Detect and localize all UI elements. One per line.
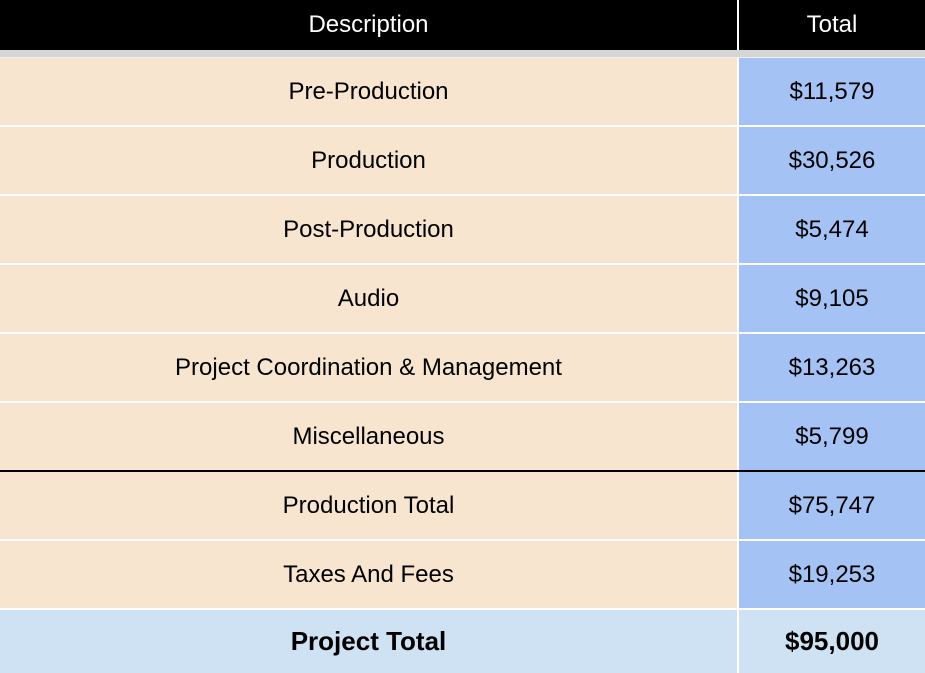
row-total: $9,105 xyxy=(739,265,925,334)
table-row: Audio $9,105 xyxy=(0,265,925,334)
row-total: $75,747 xyxy=(739,472,925,541)
table-row: Production Total $75,747 xyxy=(0,472,925,541)
project-total-label: Project Total xyxy=(0,610,739,673)
table-row: Taxes And Fees $19,253 xyxy=(0,541,925,610)
row-total: $11,579 xyxy=(739,58,925,127)
row-description: Project Coordination & Management xyxy=(0,334,739,403)
table-row: Production $30,526 xyxy=(0,127,925,196)
row-description: Miscellaneous xyxy=(0,403,739,472)
table-row: Miscellaneous $5,799 xyxy=(0,403,925,472)
row-description: Post-Production xyxy=(0,196,739,265)
row-description: Production xyxy=(0,127,739,196)
header-description: Description xyxy=(0,0,739,50)
subtotal-divider xyxy=(0,470,925,472)
project-total-value: $95,000 xyxy=(739,610,925,673)
row-description: Audio xyxy=(0,265,739,334)
table-row: Pre-Production $11,579 xyxy=(0,58,925,127)
header-separator xyxy=(0,50,925,58)
row-total: $13,263 xyxy=(739,334,925,403)
project-total-row: Project Total $95,000 xyxy=(0,610,925,673)
row-description: Taxes And Fees xyxy=(0,541,739,610)
row-total: $5,474 xyxy=(739,196,925,265)
table-row: Post-Production $5,474 xyxy=(0,196,925,265)
row-description: Pre-Production xyxy=(0,58,739,127)
header-total: Total xyxy=(739,0,925,50)
table-header-row: Description Total xyxy=(0,0,925,50)
row-total: $30,526 xyxy=(739,127,925,196)
row-total: $5,799 xyxy=(739,403,925,472)
row-description: Production Total xyxy=(0,472,739,541)
table-row: Project Coordination & Management $13,26… xyxy=(0,334,925,403)
row-total: $19,253 xyxy=(739,541,925,610)
